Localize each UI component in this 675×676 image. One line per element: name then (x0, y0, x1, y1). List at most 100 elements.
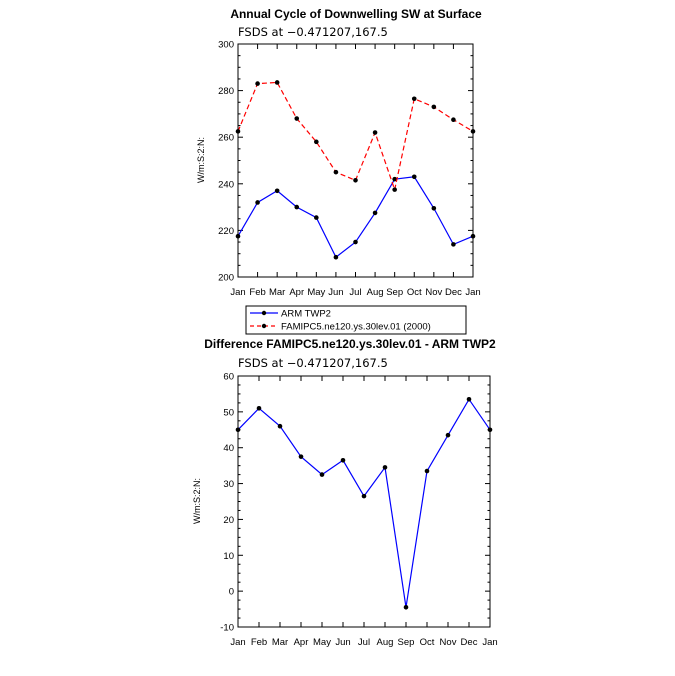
bottom-ytick-label: -10 (220, 623, 234, 634)
top-series-1-point (411, 96, 417, 102)
bottom-xtick-label-sep: Sep (398, 637, 415, 648)
bottom-xtick-label-aug: Aug (377, 637, 394, 648)
top-series-0-point (431, 205, 437, 211)
top-series-1-point (451, 117, 456, 123)
bottom-ytick-label: 20 (223, 515, 234, 526)
bottom-xtick-label-oct: Oct (420, 637, 435, 648)
top-series-0-point (255, 200, 260, 205)
bottom-chart: Difference FAMIPC5.ne120.ys.30lev.01 - A… (192, 337, 498, 648)
bottom-xtick-label-jan: Jan (482, 637, 497, 648)
top-series-0-point (294, 204, 300, 210)
top-series-0-point (353, 239, 358, 245)
bottom-series-0-point (424, 468, 430, 474)
bottom-xtick-label-jan: Jan (230, 637, 245, 648)
legend-label-model: FAMIPC5.ne120.ys.30lev.01 (2000) (281, 322, 431, 333)
bottom-xtick-label-jul: Jul (358, 637, 370, 648)
top-chart-legend: ARM TWP2 FAMIPC5.ne120.ys.30lev.01 (2000… (245, 305, 467, 335)
bottom-plot-area: -10 0 10 20 30 40 50 60 Jan Feb Mar Apr May Jun Jul Aug… (220, 372, 497, 649)
top-xtick-label-mar: Mar (269, 287, 285, 298)
top-series-0-point (314, 215, 319, 220)
top-series-0-point (235, 233, 241, 239)
legend-marker-arm (261, 310, 267, 316)
legend-box (245, 305, 467, 335)
bottom-plot-frame (237, 375, 491, 628)
top-xtick-label-oct: Oct (407, 287, 422, 298)
top-series-1-point (235, 129, 241, 134)
top-series-1-point (353, 178, 358, 183)
top-xtick-label-jun: Jun (328, 287, 343, 298)
top-ytick-label: 240 (218, 179, 234, 190)
top-xtick-label-jul: Jul (349, 287, 361, 298)
bottom-series-0-point (361, 493, 367, 499)
bottom-xtick-label-dec: Dec (461, 637, 478, 648)
bottom-chart-ylabel: W/m:S:2:N: (192, 478, 202, 524)
bottom-xtick-label-jun: Jun (335, 637, 350, 648)
top-ytick-label: 200 (218, 273, 234, 284)
top-chart: Annual Cycle of Downwelling SW at Surfac… (196, 7, 482, 298)
bottom-chart-title: Difference FAMIPC5.ne120.ys.30lev.01 - A… (204, 337, 496, 351)
top-series-1-point (470, 129, 476, 134)
top-ytick-label: 220 (218, 226, 234, 237)
top-ytick-label: 260 (218, 133, 234, 144)
bottom-series-0-point (277, 423, 283, 429)
top-xtick-label-sep: Sep (386, 287, 403, 298)
top-series-0-point (274, 188, 280, 194)
bottom-ytick-label: 0 (229, 587, 234, 598)
top-series-1-point (294, 116, 300, 121)
top-chart-subtitle: FSDS at −0.471207,167.5 (238, 25, 388, 39)
bottom-series-0-point (235, 427, 241, 433)
top-series-1-point (431, 104, 437, 110)
bottom-xtick-label-may: May (313, 637, 331, 648)
top-series-1-point (255, 81, 260, 86)
bottom-xtick-label-feb: Feb (251, 637, 267, 648)
bottom-series-0-point (403, 604, 409, 610)
top-series-1-point (274, 80, 280, 85)
top-plot-area: 200 220 240 260 280 300 Jan Feb Mar Apr May Jun Jul A… (218, 40, 481, 299)
top-xtick-label-jan: Jan (230, 287, 245, 298)
top-series-1-point (392, 187, 397, 192)
bottom-series-line-0 (237, 398, 491, 608)
top-ytick-label: 300 (218, 40, 234, 51)
top-chart-ylabel: W/m:S:2:N: (196, 137, 206, 183)
bottom-series-0-point (340, 457, 346, 463)
top-series-0-point (372, 210, 378, 216)
bottom-chart-subtitle: FSDS at −0.471207,167.5 (238, 356, 388, 370)
top-chart-title: Annual Cycle of Downwelling SW at Surfac… (230, 7, 482, 21)
top-xtick-label-aug: Aug (367, 287, 384, 298)
bottom-series-0-point (319, 472, 325, 477)
top-series-line-1 (237, 81, 474, 192)
bottom-ytick-label: 40 (223, 443, 234, 454)
bottom-series-0-point (298, 454, 304, 459)
bottom-ytick-label: 10 (223, 551, 234, 562)
bottom-ytick-label: 30 (223, 479, 234, 490)
bottom-series-0-point (256, 405, 262, 411)
bottom-ytick-label: 60 (223, 372, 234, 383)
top-series-0-point (333, 254, 339, 260)
top-series-1-point (372, 130, 378, 135)
top-xtick-label-feb: Feb (249, 287, 265, 298)
top-series-0-point (411, 174, 417, 180)
top-series-1-point (314, 139, 319, 145)
bottom-xtick-label-mar: Mar (272, 637, 288, 648)
bottom-series-0-point (466, 397, 472, 402)
bottom-series-0-point (487, 427, 493, 433)
top-ytick-label: 280 (218, 86, 234, 97)
bottom-series-0-point (382, 465, 388, 470)
top-series-line-0 (237, 176, 474, 259)
top-series-0-point (451, 242, 456, 247)
top-xtick-label-jan: Jan (465, 287, 480, 298)
bottom-xtick-label-apr: Apr (294, 637, 309, 648)
top-series-1-point (333, 169, 339, 175)
top-xtick-label-may: May (307, 287, 325, 298)
legend-marker-model (261, 323, 267, 329)
bottom-series-0-point (445, 432, 451, 438)
top-xtick-label-nov: Nov (425, 287, 442, 298)
top-xtick-label-dec: Dec (445, 287, 462, 298)
legend-label-arm: ARM TWP2 (281, 309, 331, 320)
top-series-0-point (470, 233, 476, 239)
top-series-0-point (392, 176, 397, 182)
bottom-xtick-label-nov: Nov (440, 637, 457, 648)
bottom-ytick-label: 50 (223, 407, 234, 418)
top-xtick-label-apr: Apr (289, 287, 304, 298)
